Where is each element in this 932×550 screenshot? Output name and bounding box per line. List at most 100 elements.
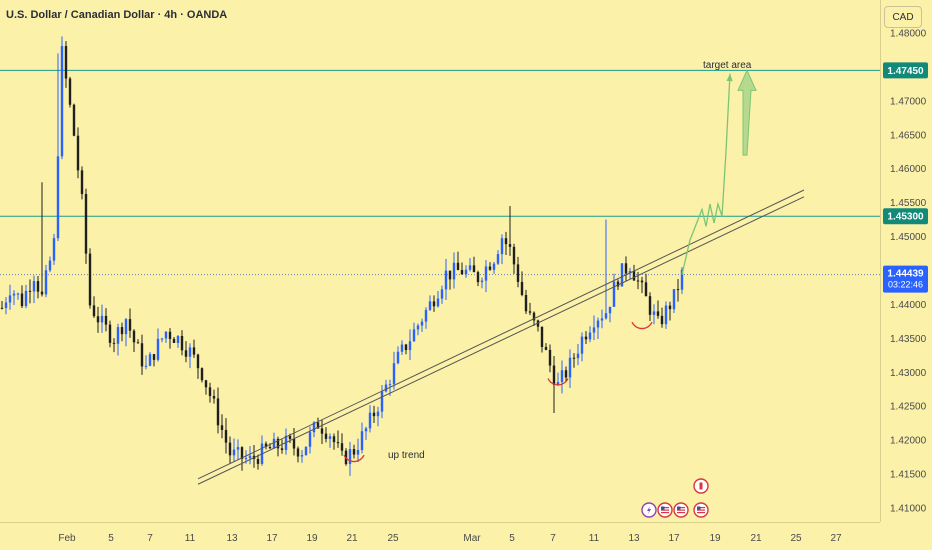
x-tick-label: 13 [628,533,640,544]
candle-body [452,262,456,280]
candle-body [352,449,356,455]
y-tick-label: 1.47000 [890,96,927,107]
candle-body [44,270,48,295]
y-tick-label: 1.45500 [890,198,927,209]
x-tick-label: Feb [58,533,76,544]
candle-body [544,346,548,350]
candle-body [392,363,396,385]
candle-body [0,307,4,309]
candle-body [16,293,20,295]
candle-body [604,313,608,319]
candle-body [136,342,140,344]
candle-body [512,246,516,265]
candle-body [488,266,492,270]
candle-body [316,422,320,429]
flag-canton [677,506,681,510]
candle-body [200,368,204,381]
target-area-label: target area [703,60,752,71]
candle-body [540,326,544,347]
candle-body [632,270,636,281]
x-tick-label: 25 [790,533,802,544]
highlight-circle [631,321,653,330]
x-tick-label: 13 [226,533,238,544]
candle-body [476,272,480,283]
flag-stripe [661,507,669,509]
candle-body [364,428,368,432]
x-tick-label: 11 [185,533,196,544]
x-tick-label: 25 [387,533,399,544]
candle-body [84,193,88,254]
candle-body [288,435,292,439]
candle-body [72,104,76,136]
candle-body [100,315,104,323]
candle-body [104,315,108,325]
candle-body [620,263,624,287]
candle-body [128,319,132,331]
candle-body [116,327,120,344]
candle-body [592,327,596,333]
candle-body [636,280,640,282]
current-price-label-bg [883,265,928,293]
flag-stripe [677,509,685,511]
candle-body [20,293,24,307]
x-tick-label: 17 [266,533,278,544]
flag-stripe [677,507,685,509]
candle-body [492,263,496,270]
current-price-text: 1.44439 [887,269,924,280]
candle-body [96,316,100,323]
candle-body [588,332,592,340]
candle-body [4,302,8,309]
candle-body [568,357,572,378]
candle-body [404,344,408,351]
candle-body [500,238,504,255]
candle-body [532,312,536,321]
level-label-text: 1.47450 [887,66,924,77]
candle-body [28,290,32,292]
candle-body [468,265,472,270]
candle-body [660,315,664,325]
event-icons [641,478,709,518]
candle-body [132,330,136,343]
candle-body [384,384,388,392]
level-label-text: 1.45300 [887,212,924,223]
flag-stripe [697,512,705,514]
candle-body [76,135,80,171]
x-tick-label: 19 [306,533,318,544]
candle-body [48,260,52,271]
level-label: 1.47450 [883,62,928,79]
maple-mark [699,482,703,490]
currency-button[interactable]: CAD [884,6,922,28]
candle-body [232,449,236,456]
candle-body [160,338,164,340]
candle-body [88,253,92,306]
candle-body [208,387,212,397]
candle-body [412,329,416,342]
candle-body [332,436,336,443]
candle-body [172,338,176,343]
x-tick-label: 19 [709,533,721,544]
candle-body [396,351,400,364]
y-tick-label: 1.43500 [890,334,927,345]
candle-body [528,311,532,313]
x-tick-label: 7 [147,533,153,544]
candle-body [212,396,216,399]
candle-body [400,344,404,352]
candle-body [372,412,376,417]
candle-body [120,327,124,335]
y-tick-label: 1.46000 [890,164,927,175]
x-tick-label: 21 [750,533,762,544]
candle-body [508,244,512,247]
candle-body [520,281,524,296]
candle-body [312,422,316,433]
candle-body [108,324,112,343]
candle-body [196,354,200,369]
flag-stripe [697,509,705,511]
candle-body [624,263,628,274]
level-label-bg [883,62,928,79]
candle-body [336,442,340,444]
candle-body [480,280,484,283]
y-tick-label: 1.46500 [890,130,927,141]
candle-body [36,281,40,292]
